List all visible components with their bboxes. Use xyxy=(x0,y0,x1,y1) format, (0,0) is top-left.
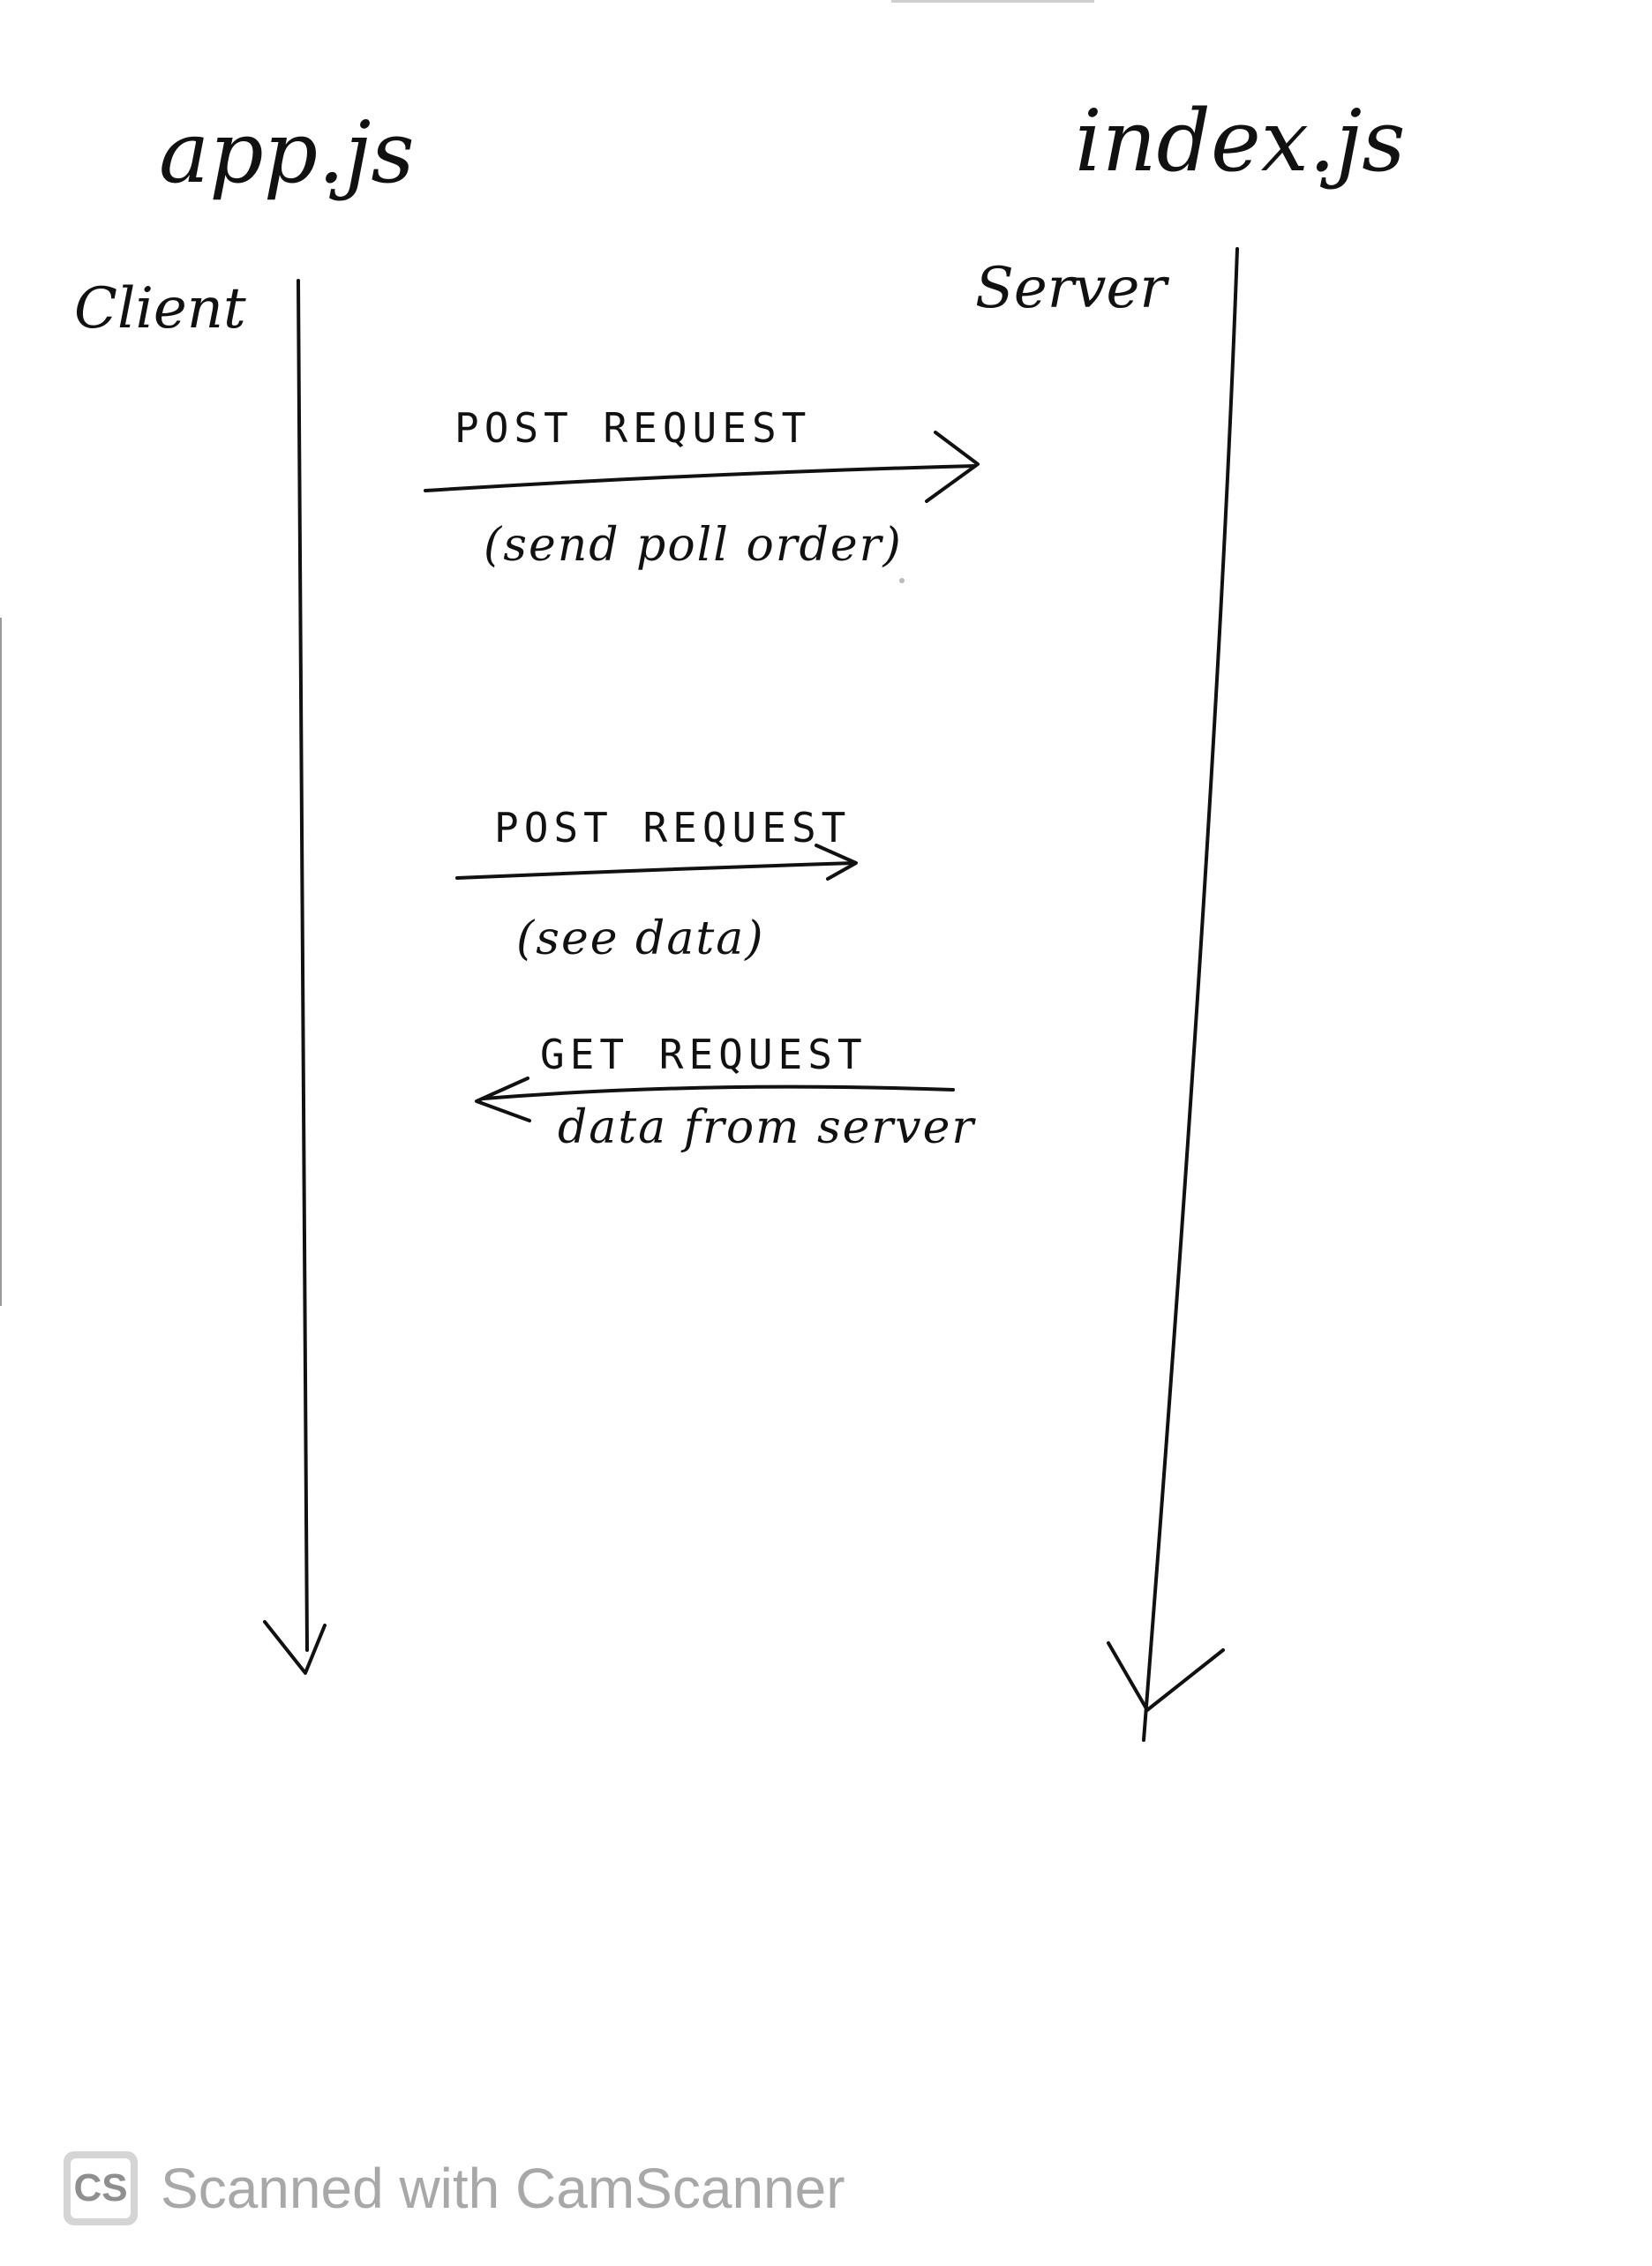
message-3-label: GET REQUEST xyxy=(540,1031,867,1078)
message-1-label: POST REQUEST xyxy=(454,404,812,452)
message-1-note: (send poll order) xyxy=(484,519,903,572)
message-1-arrow xyxy=(424,464,977,492)
server-lifeline xyxy=(1142,247,1239,1742)
message-2-arrow xyxy=(455,861,856,880)
camscanner-logo-text: CS xyxy=(71,2158,131,2218)
server-file-label: index.js xyxy=(1075,92,1406,191)
client-lifeline-arrowhead xyxy=(263,1620,327,1675)
message-2-note: (see data) xyxy=(516,912,765,965)
message-3-arrowhead xyxy=(475,1077,531,1122)
camscanner-logo-icon: CS xyxy=(64,2151,138,2225)
camscanner-watermark-text: Scanned with CamScanner xyxy=(161,2157,845,2220)
client-lifeline xyxy=(297,279,309,1652)
message-3-arrow xyxy=(482,1084,955,1100)
scan-top-edge xyxy=(891,0,1094,3)
message-1-arrowhead xyxy=(925,431,980,503)
scan-left-edge xyxy=(0,618,2,1306)
server-lifeline-arrowhead xyxy=(1107,1641,1225,1712)
message-2-arrowhead xyxy=(815,844,858,881)
message-2-label: POST REQUEST xyxy=(494,804,852,852)
scan-speck xyxy=(899,578,905,583)
client-role-label: Client xyxy=(74,276,246,341)
message-3-note: data from server xyxy=(558,1101,976,1154)
client-file-label: app.js xyxy=(159,103,415,202)
camscanner-watermark: CS Scanned with CamScanner xyxy=(64,2149,845,2228)
server-role-label: Server xyxy=(975,256,1167,321)
